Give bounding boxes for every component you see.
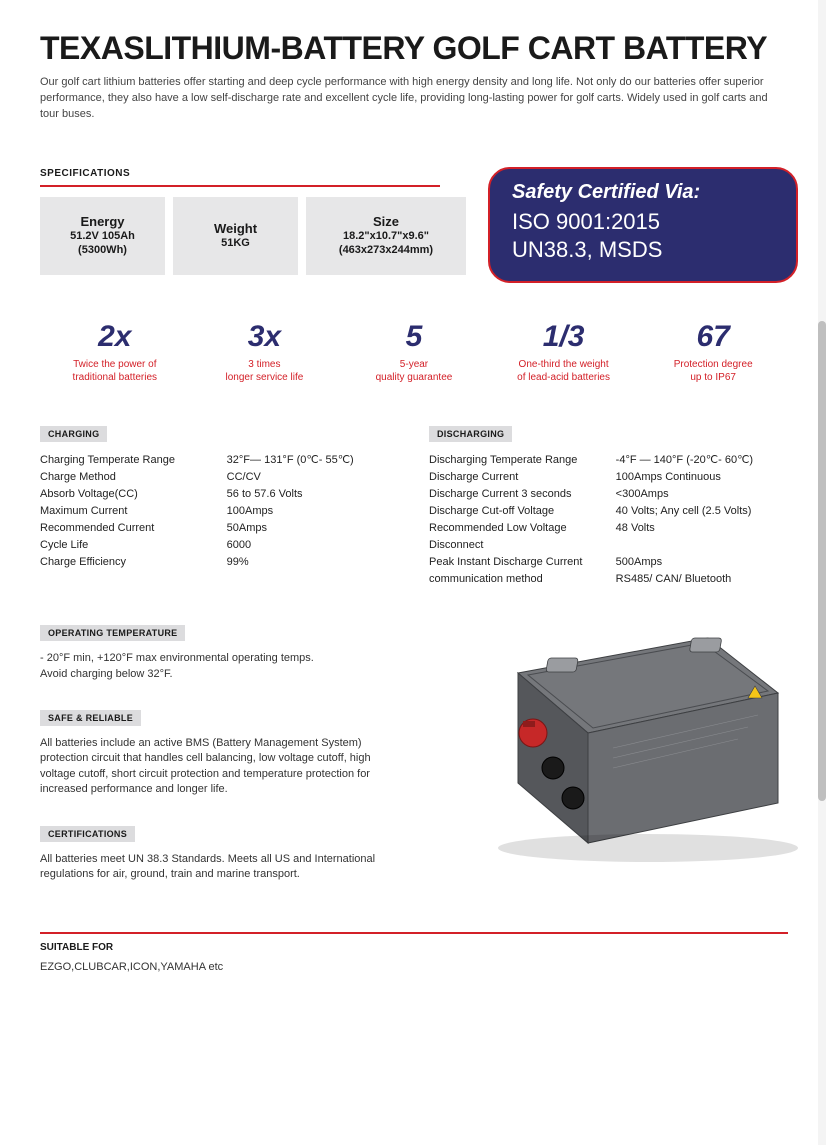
- spec-key: Peak Instant Discharge Current: [429, 554, 616, 571]
- table-row: Peak Instant Discharge Current500Amps: [429, 554, 788, 571]
- stat-value: 5: [339, 320, 489, 354]
- spec-key: Charge Efficiency: [40, 554, 227, 571]
- table-row: Charge Efficiency99%: [40, 554, 399, 571]
- table-row: Discharge Current100Amps Continuous: [429, 469, 788, 486]
- spec-key: Recommended Current: [40, 520, 227, 537]
- spec-value: CC/CV: [227, 469, 399, 486]
- scrollbar-thumb[interactable]: [818, 321, 826, 802]
- table-row: Discharging Temperate Range-4°F — 140°F …: [429, 452, 788, 469]
- spec-label: Weight: [185, 221, 286, 236]
- operating-temp-label: OPERATING TEMPERATURE: [40, 625, 185, 641]
- page-title: TEXASLITHIUM-BATTERY GOLF CART BATTERY: [40, 30, 788, 67]
- stat-value: 67: [638, 320, 788, 354]
- stat-value: 1/3: [489, 320, 639, 354]
- stat-item: 3x 3 times longer service life: [190, 320, 340, 384]
- spec-box-energy: Energy 51.2V 105Ah (5300Wh): [40, 197, 165, 275]
- charging-discharging-row: CHARGING Charging Temperate Range32°F— 1…: [40, 424, 788, 588]
- spec-label: Size: [318, 214, 454, 229]
- spec-key: Charging Temperate Range: [40, 452, 227, 469]
- divider: [40, 185, 440, 187]
- spec-key: Recommended Low Voltage Disconnect: [429, 520, 616, 554]
- suitable-text: EZGO,CLUBCAR,ICON,YAMAHA etc: [40, 961, 788, 973]
- divider: [40, 932, 788, 934]
- stat-item: 67 Protection degree up to IP67: [638, 320, 788, 384]
- scrollbar-track[interactable]: [818, 0, 826, 1145]
- table-row: Charging Temperate Range32°F— 131°F (0℃-…: [40, 452, 399, 469]
- spec-key: Discharging Temperate Range: [429, 452, 616, 469]
- safety-line: UN38.3, MSDS: [512, 236, 774, 265]
- spec-key: Discharge Cut-off Voltage: [429, 503, 616, 520]
- safe-reliable-text: All batteries include an active BMS (Bat…: [40, 736, 400, 798]
- spec-value: 32°F— 131°F (0℃- 55℃): [227, 452, 399, 469]
- stat-item: 5 5-year quality guarantee: [339, 320, 489, 384]
- spec-value: (463x273x244mm): [318, 243, 454, 257]
- charging-label: CHARGING: [40, 426, 107, 442]
- spec-key: Absorb Voltage(CC): [40, 486, 227, 503]
- stat-desc: 5-year quality guarantee: [339, 358, 489, 384]
- spec-value: 51KG: [185, 236, 286, 250]
- table-row: Absorb Voltage(CC)56 to 57.6 Volts: [40, 486, 399, 503]
- table-row: Discharge Current 3 seconds<300Amps: [429, 486, 788, 503]
- spec-value: 56 to 57.6 Volts: [227, 486, 399, 503]
- charging-table: Charging Temperate Range32°F— 131°F (0℃-…: [40, 452, 399, 571]
- spec-value: 100Amps: [227, 503, 399, 520]
- discharging-table: Discharging Temperate Range-4°F — 140°F …: [429, 452, 788, 588]
- spec-key: Discharge Current: [429, 469, 616, 486]
- operating-temp-text: - 20°F min, +120°F max environmental ope…: [40, 651, 400, 682]
- stat-value: 2x: [40, 320, 190, 354]
- stat-desc: Twice the power of traditional batteries: [40, 358, 190, 384]
- table-row: Discharge Cut-off Voltage40 Volts; Any c…: [429, 503, 788, 520]
- certifications-text: All batteries meet UN 38.3 Standards. Me…: [40, 852, 400, 883]
- discharging-col: DISCHARGING Discharging Temperate Range-…: [429, 424, 788, 588]
- bottom-area: OPERATING TEMPERATURE - 20°F min, +120°F…: [40, 623, 788, 882]
- stat-item: 2x Twice the power of traditional batter…: [40, 320, 190, 384]
- spec-box-size: Size 18.2"x10.7"x9.6" (463x273x244mm): [306, 197, 466, 275]
- spec-value: 6000: [227, 537, 399, 554]
- spec-value: 48 Volts: [616, 520, 788, 554]
- spec-key: Cycle Life: [40, 537, 227, 554]
- spec-value: 18.2"x10.7"x9.6": [318, 229, 454, 243]
- certifications-block: CERTIFICATIONS All batteries meet UN 38.…: [40, 824, 400, 883]
- spec-key: Charge Method: [40, 469, 227, 486]
- spec-value: 51.2V 105Ah: [52, 229, 153, 243]
- safety-line: ISO 9001:2015: [512, 208, 774, 237]
- spec-value: <300Amps: [616, 486, 788, 503]
- spec-value: -4°F — 140°F (-20℃- 60℃): [616, 452, 788, 469]
- stats-row: 2x Twice the power of traditional batter…: [40, 320, 788, 384]
- battery-image: [408, 583, 808, 863]
- safety-header: Safety Certified Via:: [512, 181, 774, 204]
- stat-desc: Protection degree up to IP67: [638, 358, 788, 384]
- stat-item: 1/3 One-third the weight of lead-acid ba…: [489, 320, 639, 384]
- safe-reliable-block: SAFE & RELIABLE All batteries include an…: [40, 708, 400, 798]
- intro-text: Our golf cart lithium batteries offer st…: [40, 75, 788, 123]
- charging-col: CHARGING Charging Temperate Range32°F— 1…: [40, 424, 399, 588]
- safe-reliable-label: SAFE & RELIABLE: [40, 710, 141, 726]
- spec-value: 99%: [227, 554, 399, 571]
- stat-desc: 3 times longer service life: [190, 358, 340, 384]
- stat-desc: One-third the weight of lead-acid batter…: [489, 358, 639, 384]
- spec-value: 40 Volts; Any cell (2.5 Volts): [616, 503, 788, 520]
- spec-row: Energy 51.2V 105Ah (5300Wh) Weight 51KG …: [40, 197, 788, 275]
- table-row: Charge MethodCC/CV: [40, 469, 399, 486]
- table-row: Cycle Life6000: [40, 537, 399, 554]
- operating-temp-block: OPERATING TEMPERATURE - 20°F min, +120°F…: [40, 623, 400, 682]
- spec-key: Discharge Current 3 seconds: [429, 486, 616, 503]
- table-row: Maximum Current100Amps: [40, 503, 399, 520]
- table-row: Recommended Current50Amps: [40, 520, 399, 537]
- spec-value: 500Amps: [616, 554, 788, 571]
- discharging-label: DISCHARGING: [429, 426, 512, 442]
- table-row: Recommended Low Voltage Disconnect48 Vol…: [429, 520, 788, 554]
- spec-value: (5300Wh): [52, 243, 153, 257]
- safety-badge: Safety Certified Via: ISO 9001:2015 UN38…: [488, 167, 798, 283]
- suitable-label: SUITABLE FOR: [40, 942, 788, 953]
- spec-key: Maximum Current: [40, 503, 227, 520]
- spec-value: 100Amps Continuous: [616, 469, 788, 486]
- stat-value: 3x: [190, 320, 340, 354]
- spec-value: 50Amps: [227, 520, 399, 537]
- certifications-label: CERTIFICATIONS: [40, 826, 135, 842]
- spec-label: Energy: [52, 214, 153, 229]
- spec-box-weight: Weight 51KG: [173, 197, 298, 275]
